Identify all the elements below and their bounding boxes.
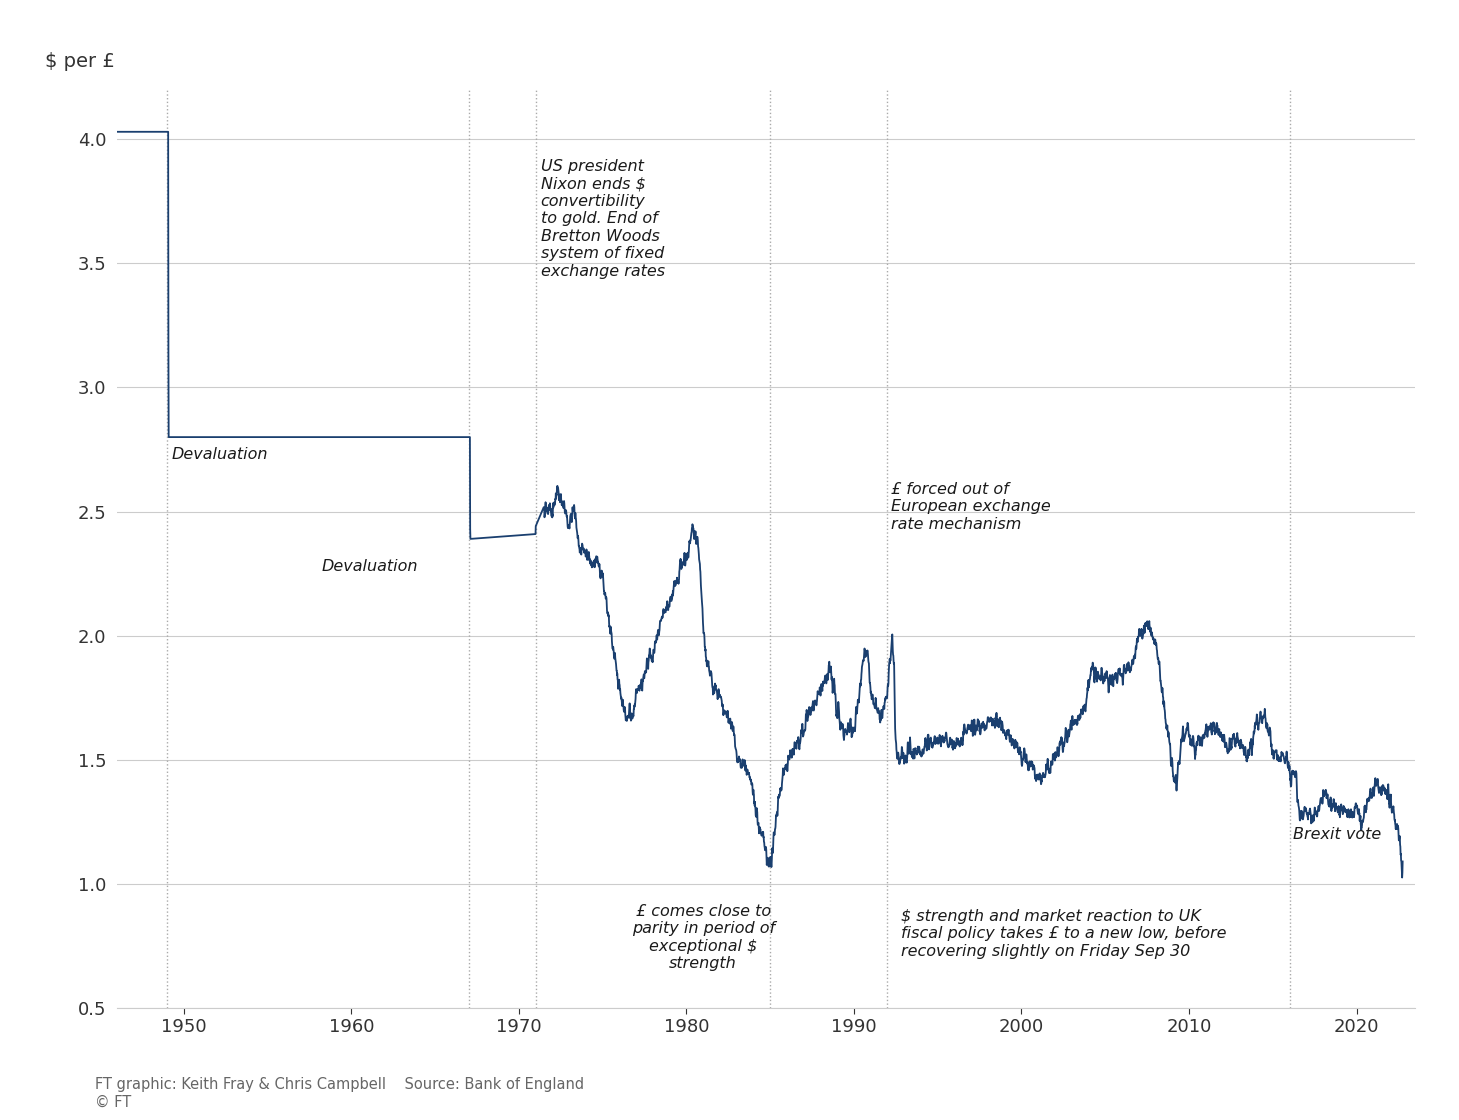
Text: £ forced out of
European exchange
rate mechanism: £ forced out of European exchange rate m… bbox=[891, 482, 1050, 532]
Text: $ per £: $ per £ bbox=[45, 53, 115, 72]
Text: US president
Nixon ends $
convertibility
to gold. End of
Bretton Woods
system of: US president Nixon ends $ convertibility… bbox=[541, 159, 665, 279]
Text: © FT: © FT bbox=[95, 1094, 131, 1110]
Text: Brexit vote: Brexit vote bbox=[1293, 827, 1382, 842]
Text: FT graphic: Keith Fray & Chris Campbell    Source: Bank of England: FT graphic: Keith Fray & Chris Campbell … bbox=[95, 1076, 584, 1092]
Text: Devaluation: Devaluation bbox=[321, 559, 417, 573]
Text: Devaluation: Devaluation bbox=[172, 447, 268, 461]
Text: £ comes close to
parity in period of
exceptional $
strength: £ comes close to parity in period of exc… bbox=[632, 904, 775, 971]
Text: $ strength and market reaction to UK
fiscal policy takes £ to a new low, before
: $ strength and market reaction to UK fis… bbox=[900, 908, 1227, 959]
